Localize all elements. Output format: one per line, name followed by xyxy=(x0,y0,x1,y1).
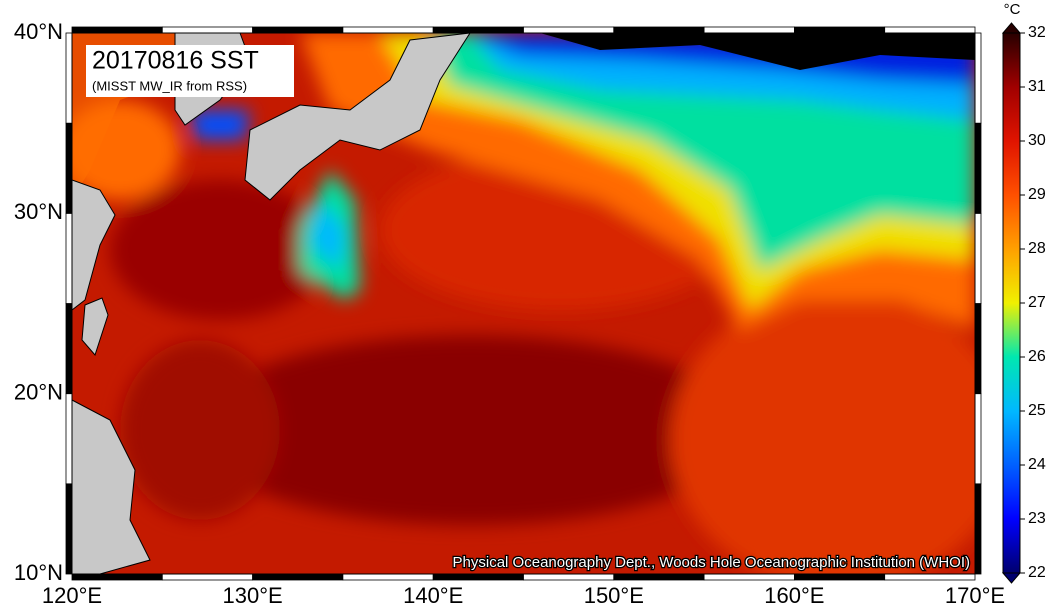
map-border xyxy=(71,32,976,575)
frame-segment xyxy=(161,26,254,34)
lat-tick-label: 30°N xyxy=(14,199,63,224)
frame-segment xyxy=(523,26,615,34)
colorbar-tick-label: 24 xyxy=(1028,456,1046,473)
colorbar-tick-label: 25 xyxy=(1028,402,1046,419)
frame-segment xyxy=(794,573,886,581)
frame-segment xyxy=(65,483,73,575)
frame-segment xyxy=(613,26,705,34)
frame-segment xyxy=(71,573,163,581)
frame-segment xyxy=(974,393,982,485)
frame-segment xyxy=(703,573,795,581)
frame-segment xyxy=(65,122,73,214)
frame-segment xyxy=(974,122,982,214)
frame-segment xyxy=(613,573,705,581)
map-title: 20170816 SST xyxy=(92,47,259,75)
colorbar-tick-label: 22 xyxy=(1028,564,1046,581)
lon-tick-label: 170°E xyxy=(945,583,1005,608)
frame-segment xyxy=(342,26,434,34)
colorbar-tick-label: 27 xyxy=(1028,294,1046,311)
colorbar-tick-label: 30 xyxy=(1028,132,1046,149)
colorbar-tick-label: 29 xyxy=(1028,186,1046,203)
lon-tick-label: 150°E xyxy=(584,583,644,608)
frame-segment xyxy=(252,26,344,34)
lat-tick-label: 40°N xyxy=(14,19,63,44)
colorbar: 22 23 24 25 26 27 28 29 30 31 32 xyxy=(1001,22,1046,584)
colorbar-tick-label: 28 xyxy=(1028,240,1046,257)
frame-segment xyxy=(161,573,254,581)
lon-tick-label: 130°E xyxy=(223,583,283,608)
colorbar-tick-label: 23 xyxy=(1028,510,1046,527)
colorbar-tick-label: 31 xyxy=(1028,78,1046,95)
lat-tick-label: 10°N xyxy=(14,560,63,585)
frame-segment xyxy=(884,26,976,34)
lon-tick-label: 120°E xyxy=(42,583,102,608)
lat-tick-label: 20°N xyxy=(14,379,63,404)
frame-segment xyxy=(884,573,976,581)
frame-segment xyxy=(342,573,434,581)
colorbar-tick-label: 32 xyxy=(1028,24,1046,41)
frame-segment xyxy=(974,32,982,124)
title-box xyxy=(86,45,294,97)
colorbar-bottom-arrow xyxy=(1001,572,1022,584)
frame-segment xyxy=(252,573,344,581)
frame-segment xyxy=(71,26,163,34)
map-subtitle: (MISST MW_IR from RSS) xyxy=(92,78,247,93)
frame-segment xyxy=(794,26,886,34)
sst-field xyxy=(72,33,975,574)
frame-segment xyxy=(523,573,615,581)
lon-tick-label: 140°E xyxy=(403,583,463,608)
frame-segment xyxy=(974,212,982,304)
colorbar-top-arrow xyxy=(1001,22,1022,34)
credit: Physical Oceanography Dept., Woods Hole … xyxy=(453,554,970,571)
map-frame: 120°E 130°E 140°E 150°E 160°E 170°E 10°N 20°N 30… xyxy=(14,19,1005,608)
frame-segment xyxy=(974,483,982,575)
frame-segment xyxy=(432,573,524,581)
frame-segment xyxy=(65,212,73,304)
frame-segment xyxy=(974,303,982,395)
colorbar-tick-label: 26 xyxy=(1028,348,1046,365)
colorbar-scale xyxy=(1002,32,1021,574)
frame-segment xyxy=(65,393,73,485)
frame-segment xyxy=(65,303,73,395)
frame-segment xyxy=(703,26,795,34)
lon-tick-label: 160°E xyxy=(764,583,824,608)
colorbar-unit: °C xyxy=(1004,1,1021,18)
frame-segment xyxy=(432,26,524,34)
frame-segment xyxy=(65,32,73,124)
